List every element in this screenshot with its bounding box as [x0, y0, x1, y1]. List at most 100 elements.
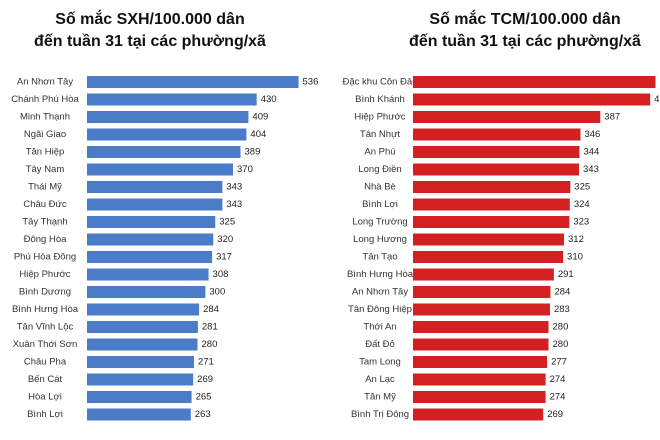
bar: [413, 181, 571, 193]
category-label: Bình Trị Đông: [351, 409, 409, 420]
value-label: 323: [573, 217, 589, 228]
value-label: 343: [226, 182, 242, 193]
value-label: 324: [574, 199, 590, 210]
category-label: Bình Hưng Hòa: [12, 304, 79, 315]
bar: [87, 146, 241, 158]
category-label: Châu Đức: [23, 199, 67, 210]
value-label: 265: [196, 392, 212, 403]
value-label: 343: [226, 199, 242, 210]
value-label: 300: [209, 287, 225, 298]
category-label: Hiệp Phước: [19, 269, 70, 280]
bar: [413, 251, 564, 263]
category-label: Bình Khánh: [355, 94, 405, 105]
bar: [87, 163, 234, 176]
category-label: Chánh Phú Hòa: [11, 94, 79, 105]
bar: [87, 233, 214, 246]
bar: [87, 373, 194, 386]
category-label: Bình Lợi: [362, 199, 398, 210]
value-label: 291: [558, 269, 574, 280]
category-label: Tân Hiệp: [26, 147, 65, 158]
value-label: 284: [554, 287, 570, 298]
bar: [413, 93, 651, 106]
bar: [413, 286, 551, 298]
value-label: 280: [202, 339, 218, 350]
category-label: An Nhơn Tây: [352, 287, 408, 298]
category-label: Thới An: [363, 322, 396, 333]
bar: [87, 93, 257, 106]
bar: [413, 373, 546, 386]
bar: [87, 111, 249, 123]
category-label: Ngãi Giao: [24, 129, 66, 140]
value-label: 317: [216, 252, 232, 263]
category-label: Xuân Thới Sơn: [13, 339, 78, 350]
category-label: Tân Nhựt: [360, 129, 401, 140]
value-label: 283: [554, 304, 570, 315]
category-label: Tam Long: [359, 357, 401, 368]
bar: [413, 216, 570, 228]
category-label: Đặc khu Côn Đảo: [343, 77, 418, 88]
value-label: 269: [547, 409, 563, 420]
value-label: 346: [584, 129, 600, 140]
category-label: Tân Đông Hiệp: [348, 304, 412, 315]
value-label: 370: [237, 164, 253, 175]
value-label: 263: [195, 409, 211, 420]
category-label: Tân Mỹ: [364, 392, 396, 403]
bar: [87, 303, 200, 316]
bar: [87, 76, 299, 88]
category-label: Minh Thạnh: [20, 112, 70, 123]
bar: [87, 268, 209, 281]
value-label: 387: [604, 112, 620, 123]
bar: [87, 391, 192, 403]
bar: [87, 216, 216, 228]
bar: [413, 408, 544, 421]
category-label: Bình Hưng Hòa: [347, 269, 414, 280]
bar: [87, 181, 223, 193]
category-label: Hiệp Phước: [354, 112, 405, 123]
category-label: Phú Hòa Đông: [14, 252, 76, 263]
category-label: Tân Vĩnh Lộc: [17, 322, 74, 333]
bar: [87, 286, 206, 298]
bar: [413, 338, 549, 351]
value-label: 409: [252, 112, 268, 123]
value-label: 430: [261, 94, 277, 105]
category-label: Đất Đỏ: [365, 339, 395, 350]
category-label: Tây Nam: [26, 164, 65, 175]
category-label: Bến Cát: [28, 374, 63, 385]
value-label: 536: [303, 77, 319, 88]
value-label: 280: [553, 322, 569, 333]
bar: [87, 251, 213, 263]
chart-title: Số mắc TCM/100.000 dân: [429, 9, 620, 28]
category-label: An Lạc: [365, 374, 395, 385]
bar: [87, 356, 194, 368]
bar: [413, 163, 580, 176]
value-label: 490: [654, 94, 660, 105]
category-label: Châu Pha: [24, 357, 67, 368]
bar: [87, 338, 198, 351]
chart-title: đến tuần 31 tại các phường/xã: [409, 33, 641, 50]
category-label: An Nhơn Tây: [17, 77, 73, 88]
category-label: Long Trường: [352, 217, 407, 228]
value-label: 325: [574, 182, 590, 193]
chart-title: Số mắc SXH/100.000 dân: [55, 9, 244, 28]
category-label: Tân Tạo: [362, 252, 397, 263]
value-label: 274: [550, 374, 566, 385]
value-label: 312: [568, 234, 584, 245]
category-label: Đông Hòa: [24, 234, 67, 245]
bar: [413, 356, 548, 368]
category-label: Long Hương: [353, 234, 407, 245]
value-label: 274: [550, 392, 566, 403]
value-label: 343: [583, 164, 599, 175]
bar: [413, 233, 565, 246]
value-label: 344: [583, 147, 599, 158]
bar: [413, 128, 581, 141]
category-label: Tây Thạnh: [22, 217, 67, 228]
category-label: An Phú: [364, 147, 395, 158]
bar: [87, 408, 191, 421]
category-label: Bình Dương: [19, 287, 71, 298]
value-label: 308: [213, 269, 229, 280]
value-label: 325: [219, 217, 235, 228]
bar: [87, 128, 247, 141]
bar: [87, 321, 198, 333]
bar: [413, 198, 570, 211]
value-label: 389: [245, 147, 261, 158]
